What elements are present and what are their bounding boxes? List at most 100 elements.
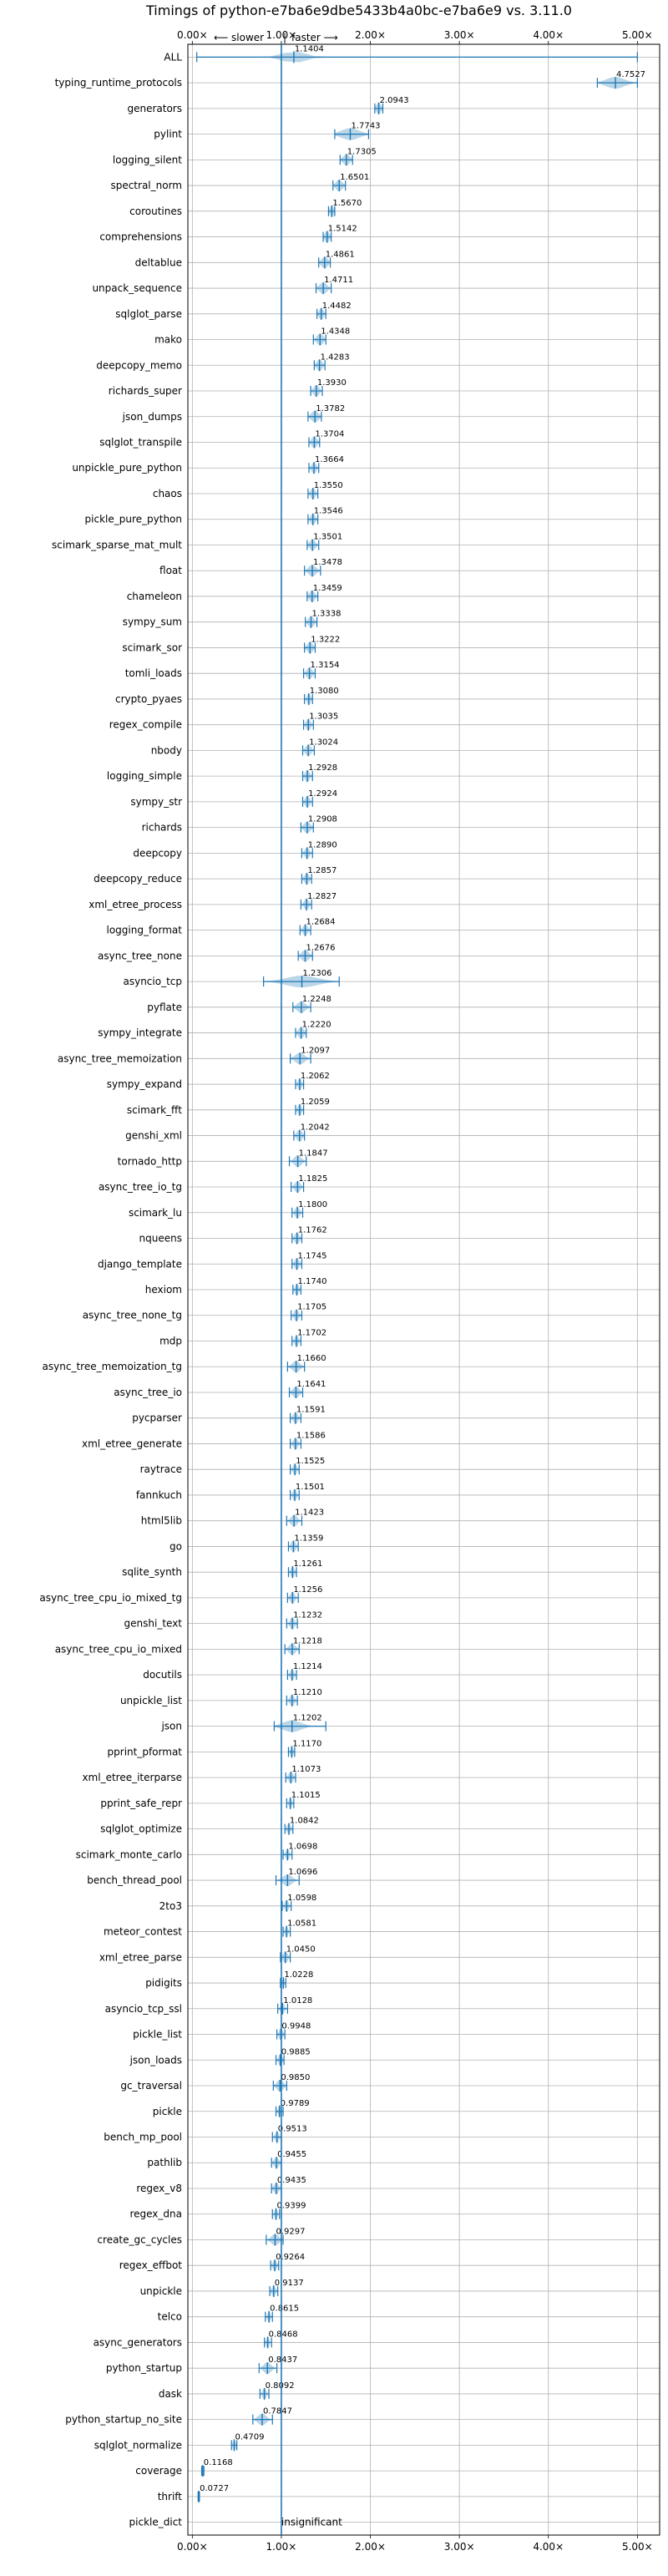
- category-label: async_tree_none_tg: [83, 1310, 182, 1321]
- value-label: 1.1586: [296, 1431, 326, 1440]
- value-label: 1.0581: [287, 1919, 316, 1929]
- x-tick-label-bottom: 0.00×: [177, 2541, 208, 2553]
- value-label: 1.3550: [314, 481, 343, 490]
- insignificant-label: insignificant: [281, 2517, 342, 2528]
- category-label: xml_etree_process: [89, 899, 182, 910]
- value-label: 1.3664: [315, 455, 344, 464]
- value-label: 0.7847: [263, 2407, 292, 2416]
- value-label: 1.1214: [293, 1662, 322, 1671]
- value-label: 0.8437: [268, 2355, 297, 2365]
- value-label: 1.2220: [302, 1021, 331, 1030]
- x-tick-label-top: 4.00×: [533, 29, 564, 41]
- x-tick-label-bottom: 4.00×: [533, 2541, 564, 2553]
- x-tick-label-top: 1.00×: [266, 29, 297, 41]
- value-label: 1.3782: [316, 404, 345, 413]
- category-label: chameleon: [127, 591, 182, 602]
- violins: [196, 51, 638, 2502]
- category-label: asyncio_tcp_ssl: [105, 2003, 182, 2015]
- category-label: telco: [158, 2311, 182, 2323]
- category-label: unpickle: [140, 2285, 182, 2297]
- value-label: 1.3024: [309, 738, 338, 747]
- category-label: logging_format: [106, 925, 182, 936]
- value-label: 1.1660: [297, 1354, 326, 1363]
- value-label: 1.3459: [313, 584, 342, 593]
- value-label: 1.1745: [298, 1251, 327, 1260]
- value-label: 0.9513: [278, 2124, 307, 2133]
- value-label: 1.3501: [313, 532, 342, 541]
- category-label: meteor_contest: [104, 1926, 182, 1938]
- value-label: 0.9850: [281, 2073, 310, 2082]
- value-label: 1.1825: [298, 1174, 327, 1184]
- category-label: dask: [159, 2388, 182, 2400]
- value-label: 1.2924: [308, 789, 337, 799]
- category-label: pylint: [154, 129, 182, 140]
- category-label: deepcopy_reduce: [94, 873, 182, 885]
- category-label: django_template: [98, 1258, 182, 1270]
- value-label: 1.2928: [308, 763, 337, 773]
- value-label: 0.9885: [281, 2047, 311, 2056]
- category-label: unpickle_list: [120, 1695, 182, 1706]
- value-label: 1.0228: [284, 1970, 313, 1980]
- value-label: 1.1800: [298, 1200, 327, 1209]
- category-label: asyncio_tcp: [123, 976, 182, 987]
- value-label: 1.1740: [297, 1277, 326, 1286]
- category-label: fannkuch: [136, 1489, 182, 1501]
- value-label: 1.3930: [317, 378, 347, 388]
- category-label: json: [160, 1721, 182, 1732]
- category-label: async_generators: [94, 2336, 182, 2348]
- value-label: 1.1404: [295, 44, 324, 53]
- value-label: 1.7743: [351, 122, 380, 131]
- value-label: 0.9137: [275, 2279, 304, 2288]
- category-label: sqlglot_transpile: [99, 437, 182, 449]
- category-label: sympy_integrate: [98, 1027, 182, 1039]
- category-label: coroutines: [129, 205, 182, 217]
- category-label: sqlite_synth: [122, 1566, 182, 1578]
- category-label: gc_traversal: [120, 2080, 182, 2092]
- value-label: 1.3478: [313, 558, 342, 567]
- value-label: 1.3704: [315, 430, 344, 439]
- x-tick-label-top: 5.00×: [622, 29, 653, 41]
- value-label: 1.2676: [306, 943, 335, 952]
- grid: [188, 44, 660, 2535]
- x-tick-label-top: 0.00×: [177, 29, 208, 41]
- value-label: 1.3338: [312, 610, 342, 619]
- value-label: 0.9297: [276, 2227, 305, 2236]
- value-label: 1.1525: [296, 1457, 325, 1466]
- value-label: 1.5142: [328, 225, 357, 234]
- value-label: 1.1261: [293, 1559, 322, 1569]
- category-label: scimark_sor: [122, 641, 182, 653]
- x-tick-label-bottom: 2.00×: [355, 2541, 386, 2553]
- category-label: logging_silent: [113, 154, 182, 165]
- category-label: python_startup: [106, 2362, 182, 2374]
- category-label: richards: [142, 822, 182, 834]
- category-label: xml_etree_iterparse: [82, 1772, 182, 1783]
- category-label: async_tree_io: [114, 1387, 182, 1398]
- value-label: 1.1232: [293, 1611, 322, 1620]
- slower-label: ⟵ slower: [214, 32, 264, 43]
- category-label: async_tree_none: [98, 950, 182, 961]
- category-label: regex_effbot: [119, 2259, 183, 2271]
- value-label: 0.8092: [266, 2381, 295, 2391]
- faster-label: faster ⟶: [291, 32, 338, 43]
- category-label: sympy_str: [130, 796, 182, 808]
- category-label: sqlglot_normalize: [94, 2439, 182, 2451]
- category-label: float: [159, 565, 182, 576]
- value-label: 1.2306: [303, 969, 332, 978]
- value-label: 1.1847: [299, 1149, 328, 1158]
- category-label: scimark_lu: [129, 1207, 182, 1219]
- category-label: sympy_sum: [123, 616, 182, 628]
- value-label: 1.1218: [293, 1636, 322, 1645]
- category-label: pathlib: [147, 2157, 182, 2168]
- value-label: 1.1705: [297, 1303, 326, 1312]
- category-label: xml_etree_parse: [99, 1951, 182, 1963]
- category-label: pyflate: [147, 1001, 182, 1013]
- value-label: 0.9455: [277, 2150, 306, 2159]
- x-tick-label-bottom: 1.00×: [266, 2541, 297, 2553]
- category-label: sqlglot_optimize: [100, 1823, 182, 1835]
- category-label: xml_etree_generate: [82, 1438, 182, 1449]
- value-label: 1.1501: [296, 1483, 325, 1492]
- category-label: thrift: [158, 2491, 183, 2502]
- value-label: 0.0727: [200, 2484, 229, 2493]
- category-label: crypto_pyaes: [115, 693, 182, 705]
